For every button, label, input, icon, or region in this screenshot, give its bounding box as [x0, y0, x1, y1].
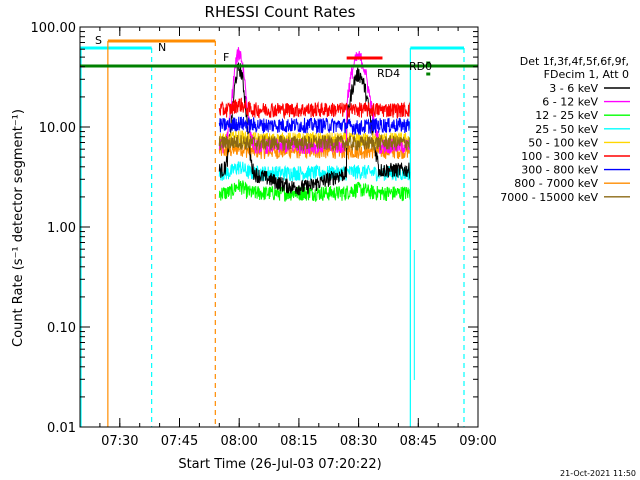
generated-timestamp: 21-Oct-2021 11:50 — [560, 469, 636, 478]
series-layer — [218, 47, 411, 203]
legend-header-line-2: FDecim 1, Att 0 — [544, 68, 629, 81]
x-tick-label: 08:45 — [400, 434, 437, 449]
rd4-label: RD4 — [377, 67, 400, 80]
x-axis-label: Start Time (26-Jul-03 07:20:22) — [178, 457, 381, 472]
x-tick-label: 07:30 — [101, 434, 138, 449]
y-tick-label: 0.01 — [47, 421, 76, 436]
legend-label: 100 - 300 keV — [521, 150, 598, 163]
series-line — [218, 62, 411, 196]
x-tick-label: 08:15 — [280, 434, 317, 449]
x-tick-label: 08:00 — [220, 434, 257, 449]
legend-label: 300 - 800 keV — [521, 164, 598, 177]
y-tick-label: 1.00 — [47, 221, 76, 236]
y-tick-label: 100.00 — [31, 21, 77, 36]
legend: Det 1f,3f,4f,5f,6f,9f, FDecim 1, Att 0 3… — [500, 55, 630, 204]
legend-label: 6 - 12 keV — [542, 96, 598, 109]
legend-label: 12 - 25 keV — [535, 109, 598, 122]
chart-title: RHESSI Count Rates — [205, 3, 356, 21]
series-line — [218, 116, 411, 136]
axis-layer: 0.01 0.10 1.00 10.00 100.00 07:30 07:45 08:00 08… — [31, 21, 497, 449]
night-label: N — [158, 41, 166, 54]
legend-header-line-1: Det 1f,3f,4f,5f,6f,9f, — [520, 55, 629, 68]
legend-label: 7000 - 15000 keV — [500, 191, 598, 204]
legend-label: 3 - 6 keV — [549, 82, 598, 95]
y-axis-label: Count Rate (s⁻¹ detector segment⁻¹) — [11, 109, 26, 347]
series-line — [218, 133, 411, 152]
legend-label: 25 - 50 keV — [535, 123, 598, 136]
saa-label: S — [95, 34, 102, 47]
rd0-label: RD0 — [409, 60, 432, 73]
series-line — [218, 179, 411, 203]
y-tick-label: 0.10 — [47, 321, 76, 336]
flare-label: F — [223, 51, 229, 64]
y-tick-label: 10.00 — [39, 121, 76, 136]
legend-label: 800 - 7000 keV — [514, 177, 598, 190]
x-tick-label: 09:00 — [459, 434, 496, 449]
annotation-layer: S N F RD0 RD4 — [80, 34, 478, 427]
x-tick-label: 07:45 — [161, 434, 198, 449]
legend-label: 50 - 100 keV — [528, 136, 598, 149]
x-tick-label: 08:30 — [340, 434, 377, 449]
series-line — [218, 97, 411, 120]
